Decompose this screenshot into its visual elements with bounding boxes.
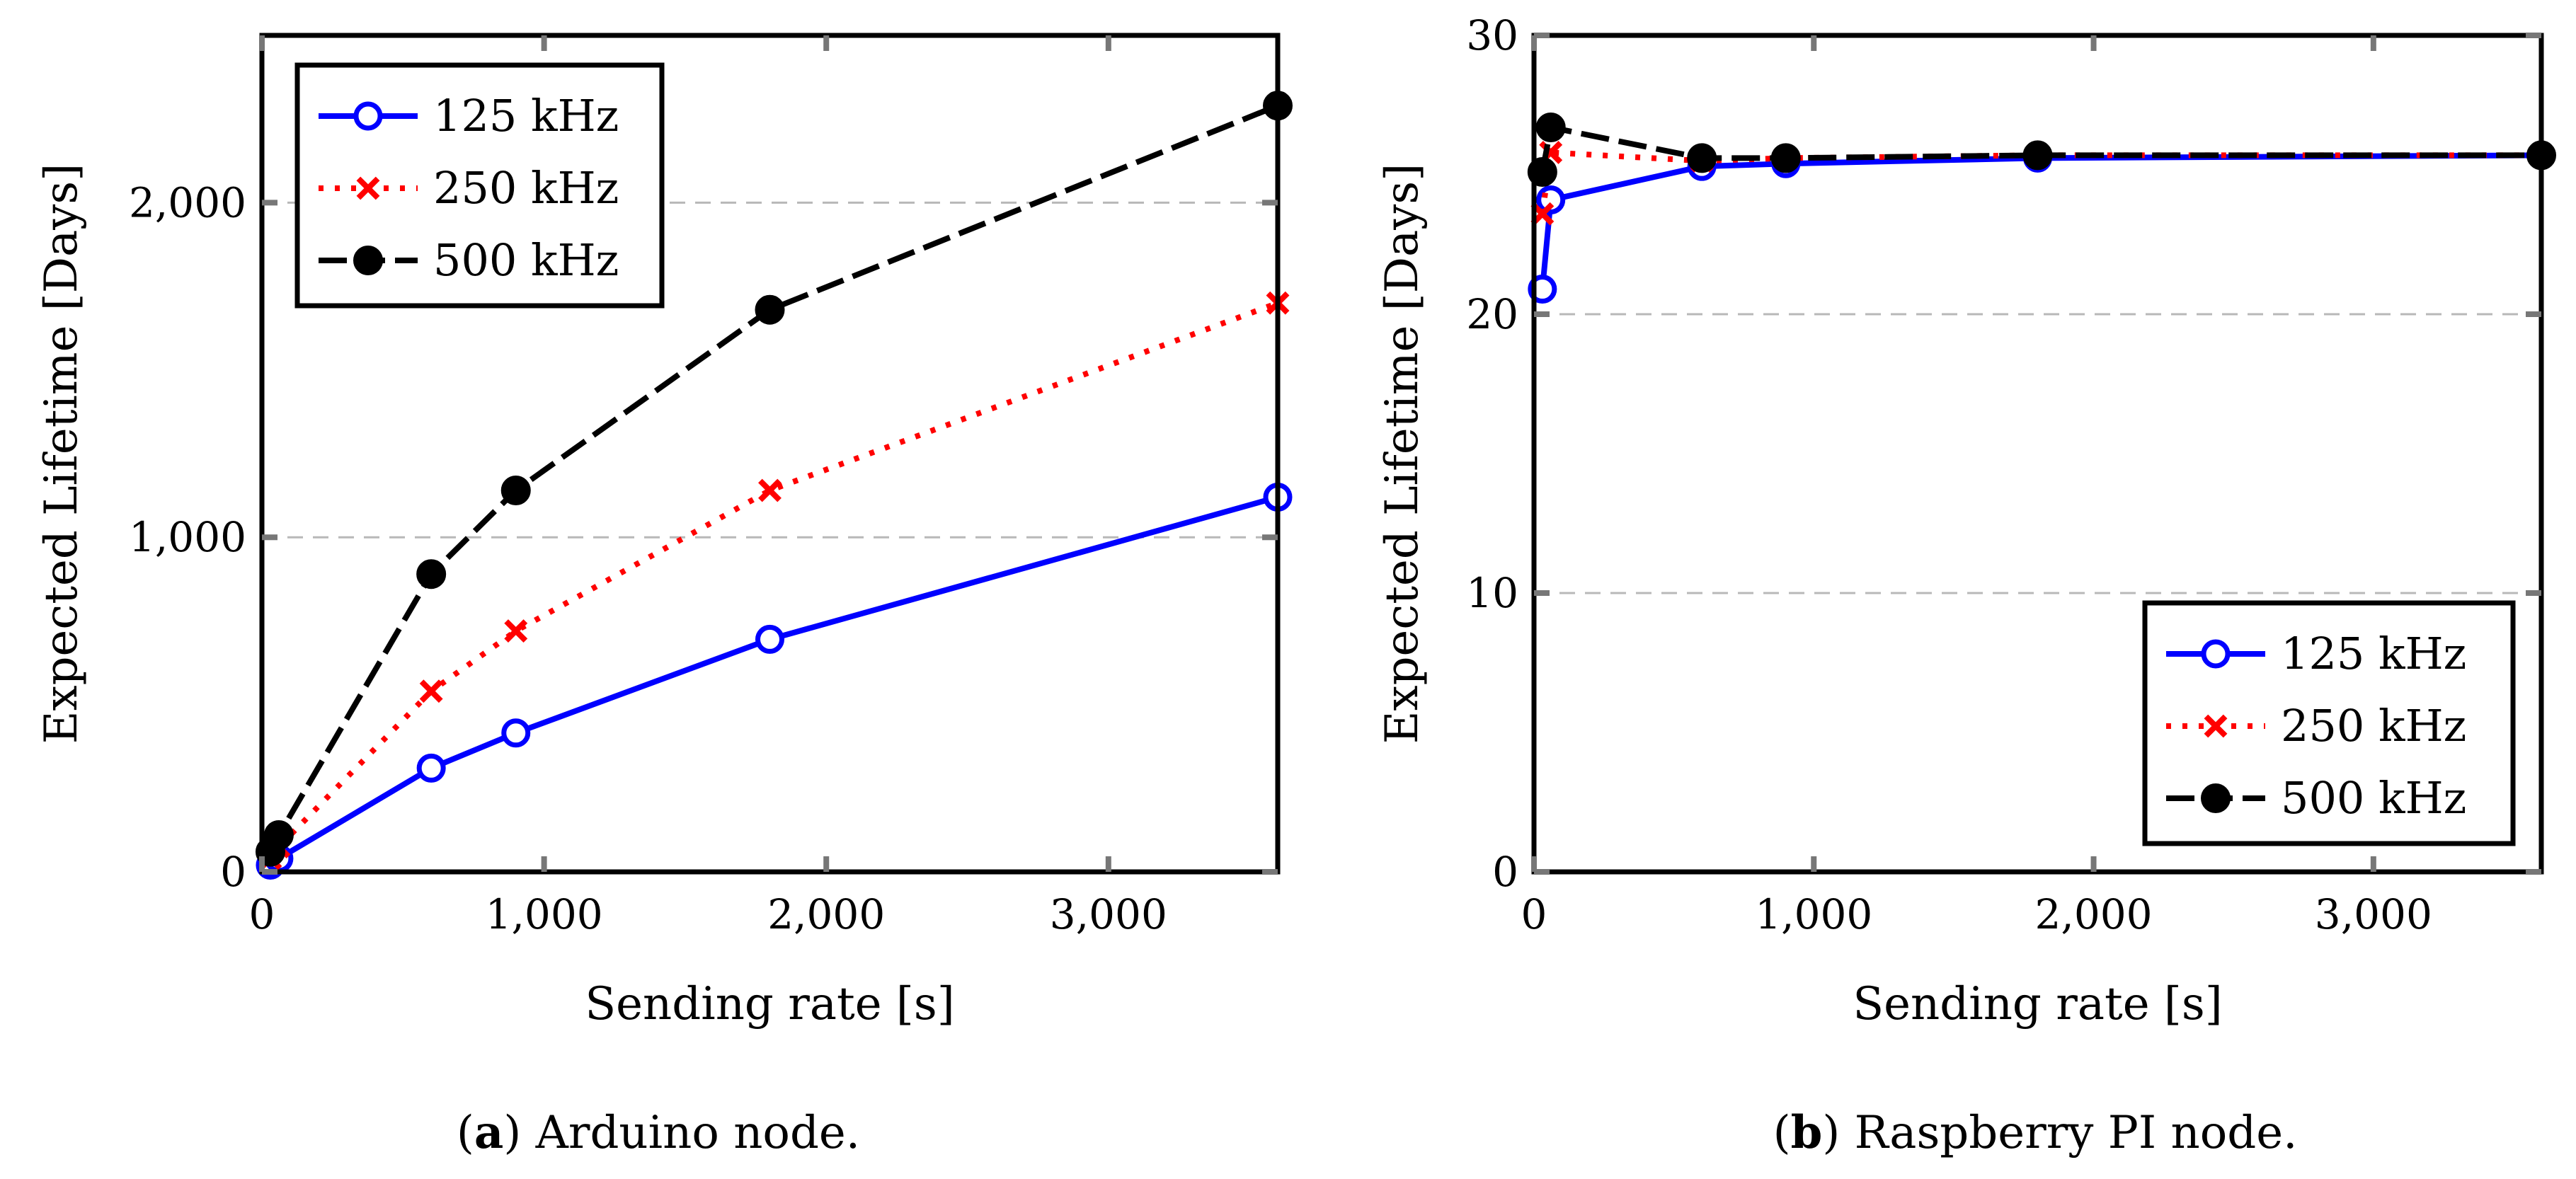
- y-tick-label: 20: [1466, 290, 1518, 338]
- x-tick-label: 1,000: [1755, 890, 1872, 938]
- data-point: [500, 476, 531, 506]
- data-point: [1535, 113, 1566, 143]
- series-layer: [1527, 113, 2556, 304]
- axis-ticks: 0 1,000 2,000 3,000 0 10 20 30: [1466, 11, 2541, 938]
- data-point: [755, 624, 784, 654]
- data-point: [755, 294, 785, 325]
- series-250-khz: [258, 291, 1290, 870]
- x-tick-label: 1,000: [486, 890, 603, 938]
- data-point: [2022, 140, 2053, 171]
- y-tick-label: 10: [1466, 569, 1518, 617]
- data-point: [263, 819, 294, 850]
- y-tick-label: 1,000: [129, 513, 246, 561]
- series-500-khz: [1527, 113, 2556, 188]
- data-point: [416, 559, 447, 590]
- data-point: [504, 619, 528, 643]
- y-tick-label: 2,000: [129, 178, 246, 226]
- legend-entry: 125 kHz: [319, 90, 619, 142]
- caption: (b) Raspberry PI node.: [1773, 1106, 2298, 1159]
- grid-lines: [262, 201, 1278, 539]
- legend-marker: [353, 101, 383, 131]
- legend-label: 250 kHz: [433, 162, 619, 214]
- x-tick-label: 3,000: [1050, 890, 1167, 938]
- legend-entry: 500 kHz: [2166, 772, 2466, 824]
- legend: 125 kHz 250 kHz 500 kHz: [294, 62, 665, 309]
- chart-raspberry-pi: 0 1,000 2,000 3,000 0 10 20 30 Sending rate [s]…: [1376, 11, 2556, 1159]
- legend-marker: [353, 246, 383, 275]
- legend-label: 125 kHz: [433, 90, 619, 142]
- data-point: [501, 718, 531, 748]
- legend: 125 kHz 250 kHz 500 kHz: [2142, 600, 2516, 846]
- y-tick-label: 0: [1492, 848, 1518, 896]
- caption: (a) Arduino node.: [457, 1106, 860, 1159]
- series-line: [268, 494, 1279, 868]
- legend-marker: [356, 176, 380, 200]
- legend-label: 125 kHz: [2281, 628, 2466, 679]
- grid-lines: [1534, 313, 2541, 594]
- legend-entry: 250 kHz: [2166, 700, 2466, 752]
- y-axis-label: Expected Lifetime [Days]: [35, 163, 88, 744]
- legend-entry: 125 kHz: [2166, 628, 2466, 679]
- legend-label: 250 kHz: [2281, 700, 2466, 752]
- legend-label: 500 kHz: [2281, 772, 2466, 824]
- legend-entry: 500 kHz: [319, 234, 619, 286]
- legend-marker: [2204, 714, 2228, 738]
- data-point: [416, 753, 446, 783]
- legend-label: 500 kHz: [433, 234, 619, 286]
- y-tick-label: 0: [220, 848, 246, 896]
- data-point: [1687, 143, 1717, 173]
- x-axis-label: Sending rate [s]: [585, 978, 954, 1030]
- data-point: [419, 679, 443, 703]
- plot-frame: [259, 33, 1281, 875]
- x-tick-label: 3,000: [2315, 890, 2432, 938]
- x-tick-label: 0: [1521, 890, 1547, 938]
- y-axis-label: Expected Lifetime [Days]: [1376, 163, 1429, 744]
- plot-frame: [1531, 33, 2544, 875]
- series-line: [268, 300, 1279, 861]
- x-tick-label: 0: [249, 890, 275, 938]
- y-tick-label: 30: [1466, 11, 1518, 59]
- caption-letter: b: [1791, 1106, 1823, 1159]
- x-tick-label: 2,000: [2035, 890, 2153, 938]
- series-layer: [255, 91, 1293, 880]
- legend-entry: 250 kHz: [319, 162, 619, 214]
- axis-ticks: 0 1,000 2,000 3,000 0 1,000 2,000: [129, 35, 1278, 938]
- caption-letter: a: [474, 1106, 503, 1159]
- series-line: [1539, 125, 2541, 173]
- data-point: [758, 478, 782, 502]
- data-point: [1770, 143, 1801, 173]
- series-125-khz: [256, 482, 1293, 880]
- chart-arduino: 0 1,000 2,000 3,000 0 1,000 2,000 Sending rate…: [35, 33, 1293, 1159]
- x-axis-label: Sending rate [s]: [1853, 978, 2222, 1030]
- x-tick-label: 2,000: [767, 890, 885, 938]
- caption-text: Raspberry PI node.: [1840, 1107, 2297, 1159]
- legend-marker: [2201, 639, 2231, 669]
- series-500-khz: [255, 91, 1293, 867]
- caption-text: Arduino node.: [521, 1107, 860, 1159]
- legend-marker: [2201, 783, 2231, 813]
